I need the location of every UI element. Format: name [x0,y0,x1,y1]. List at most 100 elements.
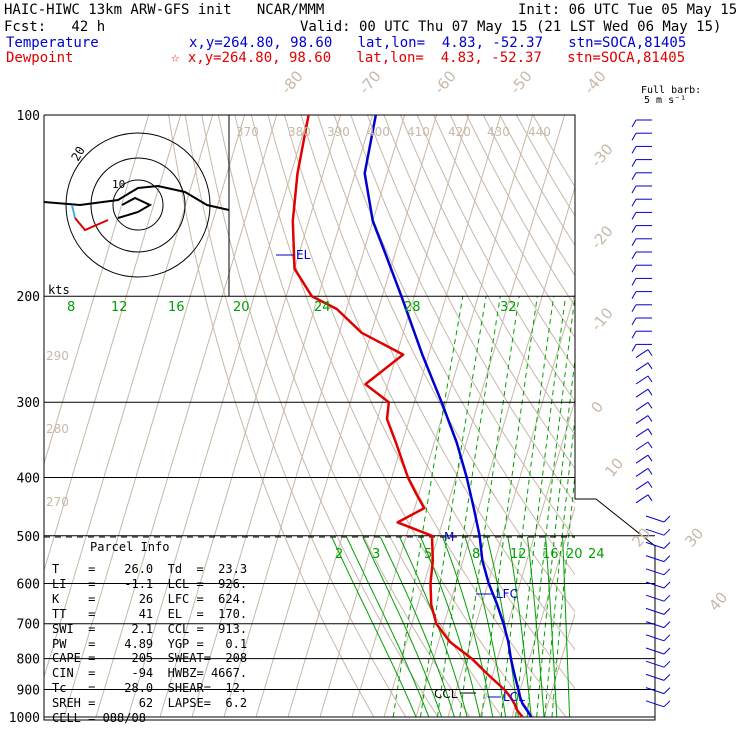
barb-flag [647,468,653,475]
wind-barb [645,594,671,602]
parcel-info-row: CAPE = 205 SWEAT= 208 [52,651,248,666]
theta-side-label: 290 [46,349,69,363]
wind-barb [631,277,652,286]
ccl-annotation: CCL [434,687,458,701]
lfc-annotation: LFC [496,587,518,601]
theta-side-label: 270 [46,495,69,509]
barb-flag [663,515,671,523]
barb-flag [647,349,653,356]
barb-shaft [645,528,665,536]
parcel-info-row: CIN = -94 HWBZ= 4667. [52,666,248,681]
dry-adiabats [168,115,575,718]
moist-adiabat [505,525,532,718]
isotherm-line [63,115,246,718]
hodograph-trace [74,217,109,232]
barb-shaft [635,375,649,385]
wind-barb [645,581,671,589]
isotherm-line [191,115,374,718]
isotherm-line [44,115,214,679]
isotherm-line [95,115,278,718]
wind-barb [631,317,652,326]
barb-shaft [645,594,665,602]
wind-barb [631,251,652,260]
barb-flag [631,264,637,273]
barb-flag [631,238,637,247]
wind-barb [631,225,652,233]
mixing-ratio-line [515,296,567,718]
mixing-ratio-line [437,296,501,718]
parcel-info-row: K = 26 LFC = 624. [52,591,248,606]
barb-shaft [645,541,665,549]
hodograph-ring-label: 20 [68,144,87,164]
moist-adiabat [356,524,443,718]
wind-barb [645,555,671,563]
moist-adiabat [561,525,571,718]
wind-barb [635,349,653,359]
barb-shaft [635,401,649,411]
barb-shaft [635,388,649,398]
dry-adiabat [466,115,575,308]
wind-barb [631,304,652,313]
mixing-ratio-line [526,296,575,718]
barb-shaft [645,515,665,523]
barb-shaft [635,467,649,477]
wind-barb [631,198,652,207]
barb-flag [631,172,637,181]
barb-flag [647,362,653,370]
barb-flag [631,132,637,141]
isotherm-line [608,115,740,717]
wind-barb [645,687,671,695]
barb-flag [631,317,637,326]
wind-barb [631,159,652,167]
barb-flag [631,146,637,154]
wind-barb [645,647,671,655]
pressure-tick-label: 300 [17,396,40,411]
isotherm-line [479,398,575,718]
dry-adiabat [234,115,503,718]
wind-barb [631,238,652,247]
dry-adiabat [532,115,575,188]
temperature-line [363,115,533,718]
isotherm-line [351,115,534,718]
mixing-label: 32 [500,300,517,315]
dry-adiabat [416,115,575,403]
barb-shaft [645,634,665,642]
parcel-info-row: PW = 4.89 YGP = 0.1 [52,636,248,651]
barb-shaft [635,428,649,438]
wind-barb [631,211,652,220]
barb-shaft [635,494,649,504]
mixing-ratio-line [481,296,538,718]
parcel-info-row: T = 26.0 Td = 23.3 [52,562,248,576]
isotherm-line [223,115,406,718]
m-annotation: M [444,530,454,544]
moist-adiabat [340,524,430,718]
barb-flag [663,542,671,549]
pressure-tick-label: 500 [17,530,40,545]
barb-flag [631,185,637,194]
theta-label: 370 [236,125,259,139]
wind-barb [631,185,652,194]
hodograph-ring [112,179,164,231]
isotherm-label: -60 [430,67,460,97]
isotherm-line [415,185,575,718]
barb-flag [647,428,653,436]
barb-flag [647,375,653,383]
wind-barb [631,330,652,339]
wind-barb [631,119,652,128]
dry-adiabat [267,115,567,718]
isotherm-label: 10 [601,454,627,480]
parcel-info-row: LI = -1.1 LCL = 926. [52,576,248,591]
barb-flag [663,528,671,536]
barb-shaft [645,700,665,708]
barb-shaft [645,660,665,668]
barb-flag [631,225,637,233]
theta-label: 440 [528,125,551,139]
barb-shaft [635,454,649,464]
wind-barb [631,145,652,154]
hodograph-ring [90,157,186,253]
wind-barb [645,673,671,681]
pressure-tick-label: 600 [17,577,40,592]
mixing-label: 24 [314,300,331,315]
barb-shaft [635,481,649,491]
